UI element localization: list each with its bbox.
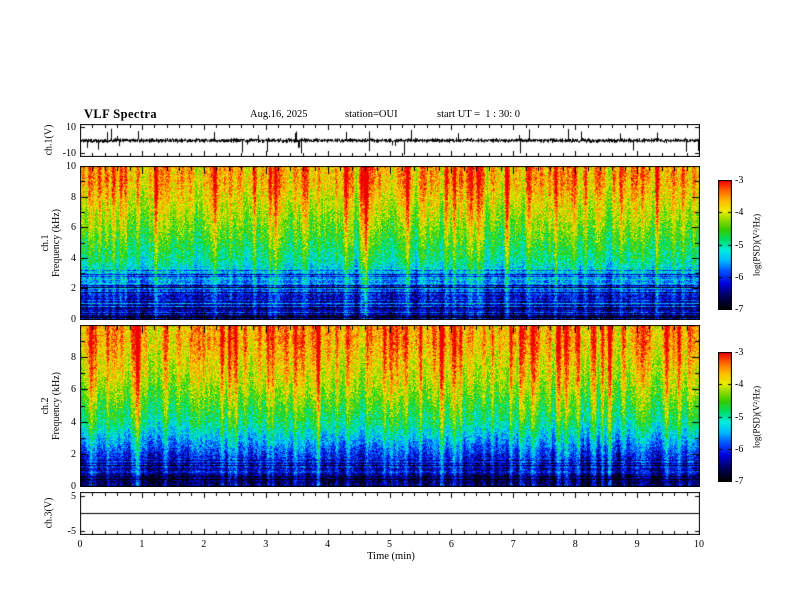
y-tick-label: -10 [62, 148, 76, 160]
y-tick-label: 4 [71, 252, 76, 264]
ch1-frequency-axis-label: ch.1 Frequency (kHz) [40, 209, 62, 277]
axis-label-line: Frequency (kHz) [51, 371, 62, 441]
figure-title: VLF Spectra [84, 107, 158, 121]
axis-label-line: ch.1 [40, 234, 51, 252]
colorbar-tick-label: -5 [735, 411, 744, 423]
y-tick-label: 10 [66, 161, 76, 172]
ch2-frequency-axis-label: ch.2 Frequency (kHz) [40, 372, 62, 440]
colorbar-tick-label: -6 [735, 271, 744, 283]
ch2-spectrogram-plot [80, 325, 700, 487]
colorbar-tick-label: -7 [735, 304, 744, 315]
colorbar-tick-label: -4 [735, 379, 744, 391]
x-tick-label: 4 [325, 539, 331, 550]
y-tick-label: 2 [71, 448, 76, 460]
y-tick-label: 8 [71, 191, 76, 203]
ch3-voltage-axis-label: ch.3(V) [43, 497, 55, 529]
ch1-colorbar [718, 180, 732, 310]
y-tick-label: 10 [66, 121, 76, 133]
x-tick-label: 2 [201, 539, 207, 550]
x-tick-label: 6 [448, 539, 454, 550]
y-tick-label: 6 [71, 384, 76, 396]
y-tick-label: 2 [71, 283, 76, 295]
ch2-colorbar [718, 352, 732, 482]
y-tick-label: 5 [71, 490, 76, 502]
x-tick-label: 5 [387, 539, 392, 550]
axis-label-line: Frequency (kHz) [51, 208, 62, 278]
header-date: Aug.16, 2025 [250, 109, 308, 120]
y-tick-label: 6 [71, 222, 76, 234]
colorbar-tick-label: -3 [735, 175, 744, 186]
header-station: station=OUI [345, 109, 398, 120]
x-axis-label: Time (min) [367, 551, 415, 562]
x-tick-label: 10 [694, 539, 704, 550]
x-tick-label: 7 [510, 539, 516, 550]
axis-label-line: ch.2 [40, 397, 51, 415]
x-tick-label: 3 [263, 539, 269, 550]
x-tick-label: 0 [77, 539, 83, 550]
x-tick-label: 9 [634, 539, 640, 550]
y-tick-label: 8 [71, 352, 76, 364]
y-tick-label: 4 [71, 416, 76, 428]
y-tick-label: -5 [67, 525, 76, 537]
colorbar-tick-label: -3 [735, 347, 744, 358]
colorbar-tick-label: -7 [735, 476, 744, 487]
colorbar-tick-label: -5 [735, 239, 744, 251]
x-tick-label: 8 [572, 539, 578, 550]
y-tick-label: 0 [71, 481, 76, 492]
header-start-ut: start UT = 1 : 30: 0 [437, 109, 521, 120]
ch1-waveform-plot [80, 124, 700, 157]
ch1-spectrogram-plot [80, 166, 700, 320]
ch3-waveform-plot [80, 492, 700, 535]
colorbar-tick-label: -4 [735, 207, 744, 219]
x-tick-label: 1 [139, 539, 145, 550]
y-tick-label: 0 [71, 314, 76, 325]
colorbar-tick-label: -6 [735, 443, 744, 455]
